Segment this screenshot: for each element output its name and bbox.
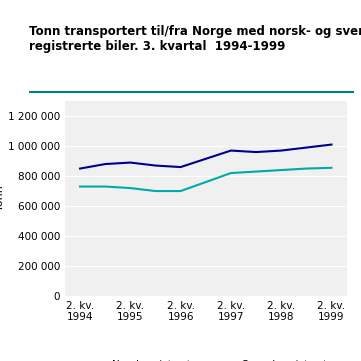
- Text: Tonn transportert til/fra Norge med norsk- og svensk-
registrerte biler. 3. kvar: Tonn transportert til/fra Norge med nors…: [29, 25, 361, 53]
- Y-axis label: Tonn: Tonn: [0, 186, 5, 212]
- Legend: Norskregistrerte, Svenskregistrerte: Norskregistrerte, Svenskregistrerte: [73, 356, 338, 361]
